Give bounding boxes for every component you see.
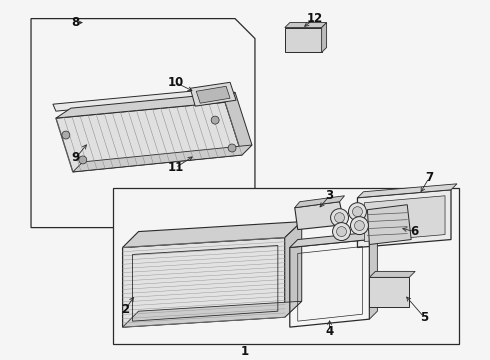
- Circle shape: [331, 209, 348, 226]
- Circle shape: [354, 221, 365, 231]
- Text: 8: 8: [72, 16, 80, 29]
- Text: 3: 3: [325, 189, 334, 202]
- Polygon shape: [190, 82, 236, 106]
- Polygon shape: [321, 23, 327, 53]
- Polygon shape: [56, 102, 242, 172]
- Polygon shape: [225, 92, 252, 155]
- Circle shape: [333, 222, 350, 240]
- Bar: [285, 28, 321, 53]
- Circle shape: [335, 213, 344, 222]
- Polygon shape: [365, 196, 445, 242]
- Polygon shape: [73, 145, 252, 172]
- Bar: [369, 277, 409, 307]
- Polygon shape: [290, 231, 377, 248]
- Text: 11: 11: [167, 161, 183, 174]
- Polygon shape: [122, 222, 302, 248]
- Polygon shape: [56, 92, 235, 118]
- Polygon shape: [31, 19, 255, 228]
- Polygon shape: [368, 205, 411, 244]
- Polygon shape: [369, 271, 415, 277]
- Polygon shape: [196, 86, 230, 103]
- Polygon shape: [285, 23, 327, 28]
- Text: 7: 7: [425, 171, 433, 184]
- Polygon shape: [369, 231, 377, 319]
- Text: 1: 1: [241, 345, 249, 357]
- Polygon shape: [113, 188, 459, 344]
- Text: 2: 2: [122, 303, 130, 316]
- Text: 12: 12: [307, 12, 323, 25]
- Circle shape: [350, 217, 368, 235]
- Circle shape: [228, 144, 236, 152]
- Polygon shape: [122, 238, 285, 327]
- Circle shape: [352, 207, 363, 217]
- Polygon shape: [358, 190, 451, 248]
- Text: 5: 5: [420, 311, 428, 324]
- Polygon shape: [358, 184, 457, 198]
- Polygon shape: [122, 301, 302, 327]
- Text: 9: 9: [72, 152, 80, 165]
- Polygon shape: [53, 88, 225, 111]
- Circle shape: [348, 203, 367, 221]
- Text: 10: 10: [167, 76, 183, 89]
- Text: 6: 6: [410, 225, 418, 238]
- Circle shape: [337, 226, 346, 237]
- Circle shape: [79, 156, 87, 164]
- Polygon shape: [295, 202, 344, 230]
- Polygon shape: [295, 196, 344, 208]
- Circle shape: [211, 116, 219, 124]
- Circle shape: [62, 131, 70, 139]
- Polygon shape: [285, 222, 302, 317]
- Text: 4: 4: [325, 325, 334, 338]
